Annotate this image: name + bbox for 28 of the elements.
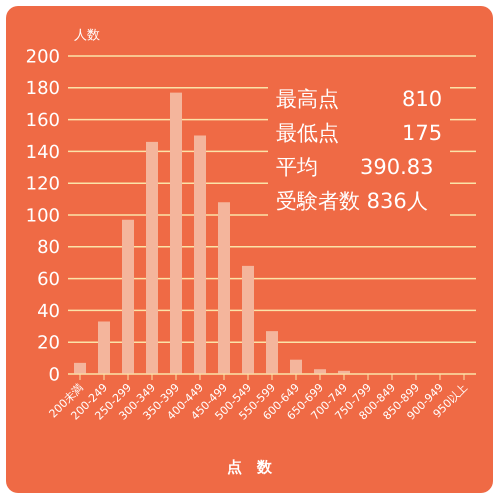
y-tick-label: 20 <box>37 332 60 354</box>
bar <box>98 322 110 374</box>
bar <box>314 369 326 374</box>
annotation: 最高点 810 <box>276 86 442 113</box>
bar <box>290 360 302 374</box>
bar <box>122 220 134 374</box>
bar <box>170 92 182 374</box>
bar <box>146 142 158 374</box>
y-tick-label: 100 <box>26 205 60 226</box>
y-tick-label: 0 <box>48 364 60 386</box>
bar <box>266 331 278 374</box>
y-tick-label: 200 <box>26 46 60 68</box>
y-tick-label: 140 <box>26 142 60 163</box>
bar <box>74 362 86 374</box>
x-axis-title: 点 数 <box>226 458 273 477</box>
y-tick-label: 80 <box>37 237 60 258</box>
y-tick-label: 40 <box>37 300 60 322</box>
annotation: 平均 390.83 <box>276 154 434 181</box>
y-axis-title: 人数 <box>74 27 100 44</box>
annotation: 最低点 175 <box>276 120 442 147</box>
bar <box>218 202 230 374</box>
y-tick-label: 120 <box>26 174 60 195</box>
annotation: 受験者数 836人 <box>276 188 429 215</box>
y-tick-label: 60 <box>37 268 60 290</box>
y-tick-label: 160 <box>26 110 60 131</box>
bar <box>194 136 206 374</box>
bar <box>242 266 254 374</box>
y-tick-label: 180 <box>26 78 60 100</box>
